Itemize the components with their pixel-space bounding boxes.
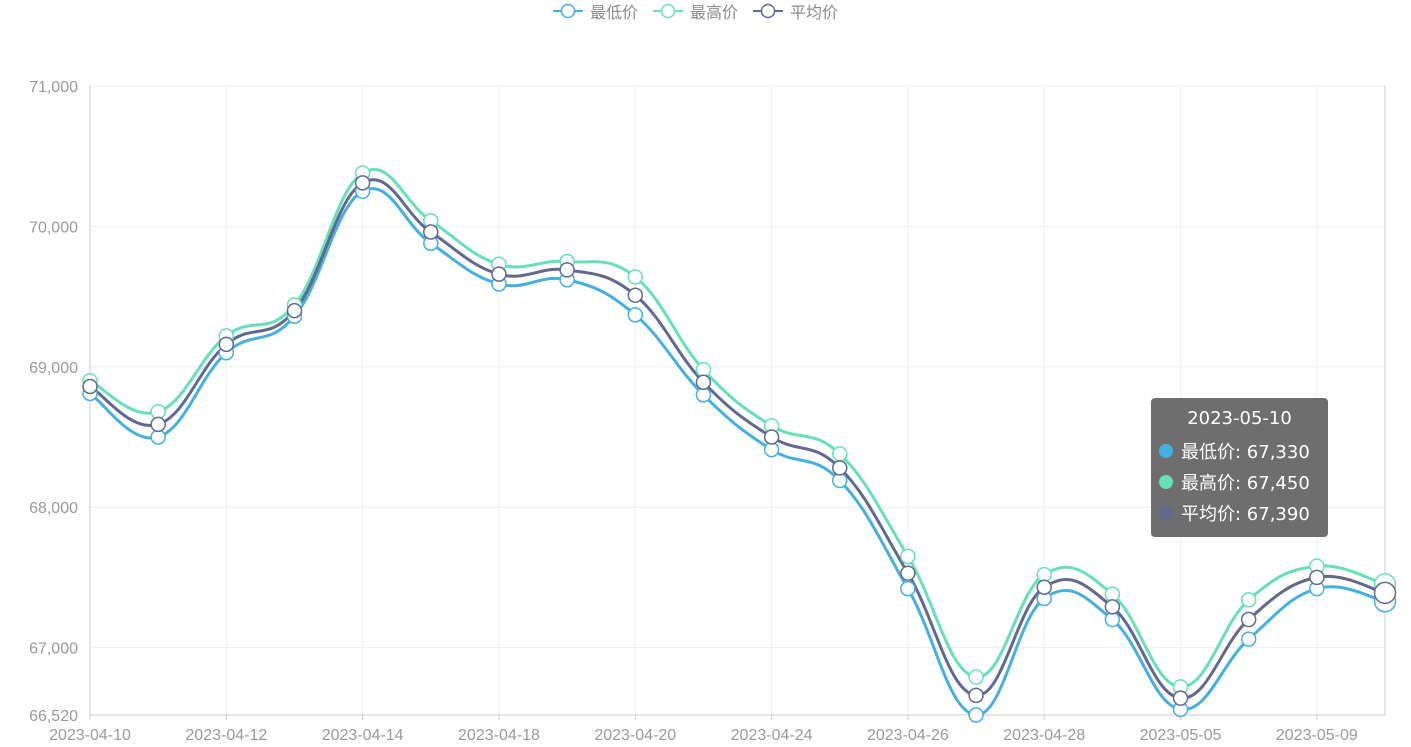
y-tick-label: 67,000 bbox=[29, 641, 78, 658]
data-point[interactable] bbox=[218, 336, 235, 353]
tooltip-row-avg: 平均价: 67,390 bbox=[1159, 497, 1320, 528]
y-tick-label: 71,000 bbox=[29, 79, 78, 96]
data-point[interactable] bbox=[559, 262, 575, 278]
tooltip-dot-icon bbox=[1159, 505, 1173, 520]
data-point[interactable] bbox=[900, 548, 916, 565]
series-line-0 bbox=[89, 187, 1386, 717]
data-point[interactable] bbox=[491, 266, 507, 282]
data-point[interactable] bbox=[1240, 592, 1257, 608]
data-point[interactable] bbox=[900, 580, 916, 597]
legend-item-avg[interactable]: 平均价 bbox=[752, 0, 838, 23]
y-tick-label: 70,000 bbox=[29, 219, 78, 236]
data-point[interactable] bbox=[150, 416, 166, 433]
data-point[interactable] bbox=[627, 269, 644, 285]
tooltip-title: 2023-05-10 bbox=[1187, 408, 1292, 429]
data-point[interactable] bbox=[831, 446, 848, 462]
tooltip-label-avg: 平均价: 67,390 bbox=[1181, 503, 1310, 525]
legend-item-high[interactable]: 最高价 bbox=[652, 0, 738, 23]
tooltip-dot-icon bbox=[1159, 474, 1173, 489]
legend-line-circle-icon bbox=[753, 3, 784, 19]
data-point[interactable] bbox=[763, 429, 780, 445]
x-tick-label: 2023-04-24 bbox=[731, 727, 813, 744]
data-point[interactable] bbox=[1240, 631, 1257, 647]
x-tick-label: 2023-04-26 bbox=[867, 727, 949, 744]
data-point[interactable] bbox=[627, 307, 644, 323]
legend-line-circle-icon bbox=[653, 3, 684, 19]
y-tick-label: 66,520 bbox=[29, 708, 78, 725]
y-tick-label: 69,000 bbox=[29, 360, 78, 377]
tooltip-label-low: 最低价: 67,330 bbox=[1181, 441, 1310, 463]
legend: 最低价 最高价 平均价 bbox=[552, 0, 838, 22]
x-tick-label: 2023-04-18 bbox=[458, 727, 540, 744]
data-point[interactable] bbox=[968, 707, 984, 723]
legend-label-avg: 平均价 bbox=[790, 3, 839, 22]
series-line-2 bbox=[89, 178, 1386, 700]
x-tick-label: 2023-04-14 bbox=[322, 727, 404, 744]
axes: 66,520 67,000 68,000 69,000 70,000 71,000 2023… bbox=[29, 79, 1386, 744]
data-point[interactable] bbox=[1373, 581, 1397, 605]
data-point[interactable] bbox=[968, 687, 984, 704]
data-point[interactable] bbox=[1309, 569, 1325, 586]
tooltip-label-high: 最高价: 67,450 bbox=[1181, 472, 1310, 494]
data-point[interactable] bbox=[1240, 611, 1257, 628]
x-tick-label: 2023-04-12 bbox=[185, 727, 267, 744]
legend-item-low[interactable]: 最低价 bbox=[552, 0, 638, 23]
data-point[interactable] bbox=[968, 669, 984, 685]
x-tick-label: 2023-04-10 bbox=[49, 727, 131, 744]
data-point[interactable] bbox=[423, 224, 439, 240]
tooltip: 2023-05-10 最低价: 67,330 最高价: 67,450 平均价: … bbox=[1151, 398, 1328, 537]
data-point[interactable] bbox=[695, 374, 712, 390]
tooltip-row-low: 最低价: 67,330 bbox=[1159, 435, 1320, 466]
data-point[interactable] bbox=[900, 565, 916, 581]
data-point[interactable] bbox=[627, 287, 644, 303]
data-point[interactable] bbox=[1172, 690, 1189, 706]
series-line-1 bbox=[89, 168, 1386, 689]
tooltip-dot-icon bbox=[1159, 443, 1173, 458]
x-tick-label: 2023-04-28 bbox=[1003, 727, 1085, 744]
series-lines bbox=[89, 168, 1386, 717]
data-point[interactable] bbox=[354, 175, 371, 191]
y-tick-label: 68,000 bbox=[29, 500, 78, 517]
tooltip-row-high: 最高价: 67,450 bbox=[1159, 466, 1320, 497]
legend-line-circle-icon bbox=[553, 3, 583, 19]
data-point[interactable] bbox=[82, 378, 98, 395]
x-tick-label: 2023-05-09 bbox=[1276, 727, 1358, 744]
data-points bbox=[82, 165, 1397, 723]
legend-label-high: 最高价 bbox=[690, 3, 739, 22]
legend-label-low: 最低价 bbox=[590, 3, 639, 22]
data-point[interactable] bbox=[1036, 579, 1052, 595]
x-tick-label: 2023-04-20 bbox=[594, 727, 676, 744]
data-point[interactable] bbox=[286, 302, 303, 319]
data-point[interactable] bbox=[1104, 599, 1121, 615]
data-point[interactable] bbox=[831, 460, 848, 476]
x-tick-label: 2023-05-05 bbox=[1140, 727, 1222, 744]
